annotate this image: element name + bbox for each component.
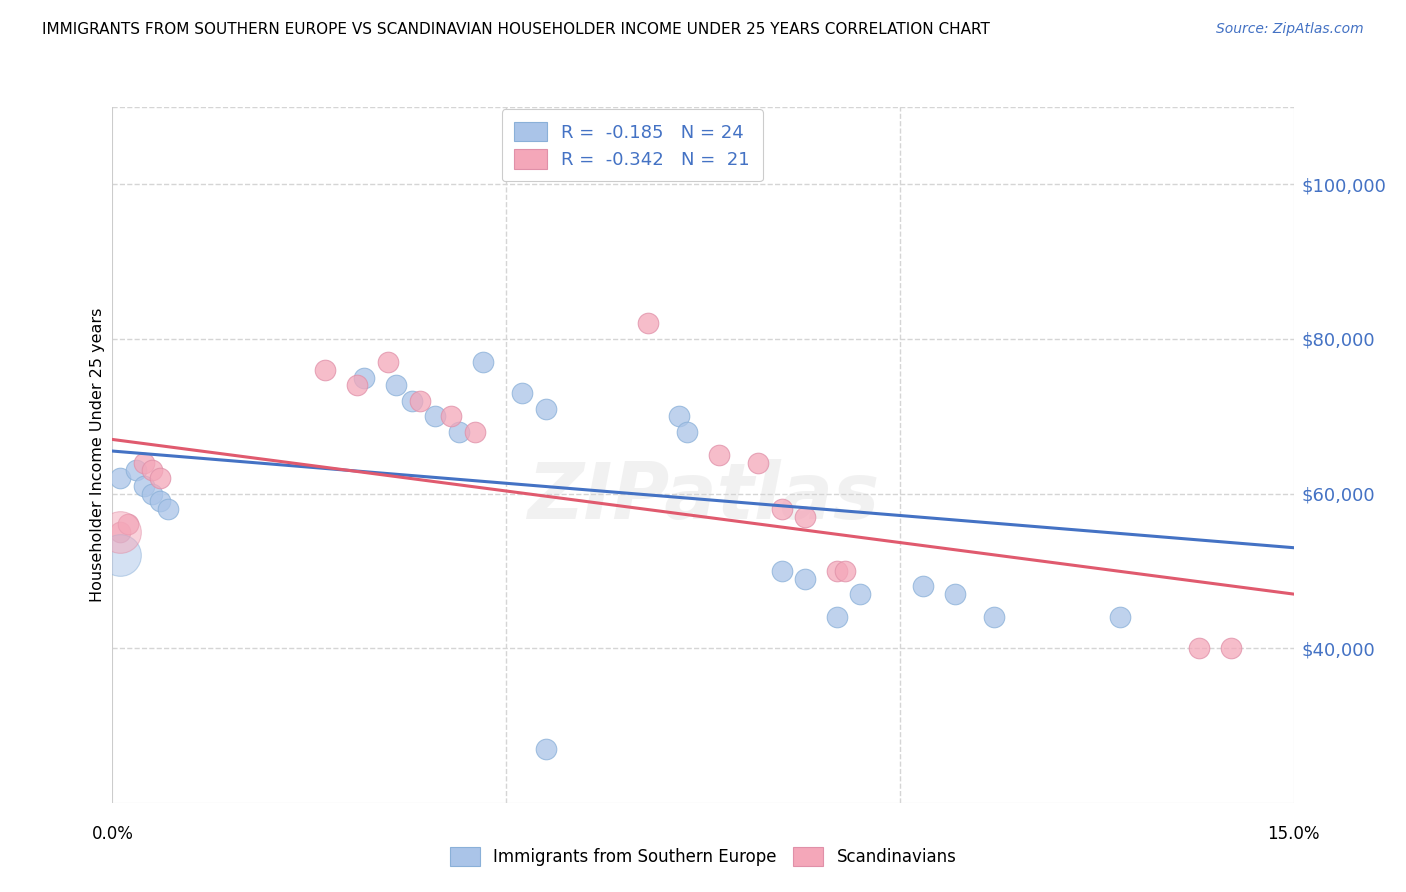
- Point: [834, 564, 856, 578]
- Point: [794, 509, 817, 524]
- Point: [983, 610, 1005, 624]
- Point: [825, 610, 848, 624]
- Point: [770, 564, 793, 578]
- Point: [534, 741, 557, 756]
- Text: IMMIGRANTS FROM SOUTHERN EUROPE VS SCANDINAVIAN HOUSEHOLDER INCOME UNDER 25 YEAR: IMMIGRANTS FROM SOUTHERN EUROPE VS SCAND…: [42, 22, 990, 37]
- Point: [1219, 641, 1241, 656]
- Text: Source: ZipAtlas.com: Source: ZipAtlas.com: [1216, 22, 1364, 37]
- Point: [314, 363, 336, 377]
- Point: [770, 502, 793, 516]
- Point: [141, 463, 163, 477]
- Point: [156, 502, 179, 516]
- Point: [110, 549, 132, 563]
- Point: [408, 393, 430, 408]
- Point: [132, 479, 155, 493]
- Point: [637, 317, 659, 331]
- Point: [425, 409, 447, 424]
- Text: Householder Income Under 25 years: Householder Income Under 25 years: [90, 308, 104, 602]
- Point: [149, 494, 172, 508]
- Point: [141, 486, 163, 500]
- Point: [849, 587, 872, 601]
- Point: [110, 525, 132, 540]
- Point: [1188, 641, 1211, 656]
- Point: [825, 564, 848, 578]
- Point: [471, 355, 494, 369]
- Point: [794, 572, 817, 586]
- Point: [110, 525, 132, 540]
- Legend: Immigrants from Southern Europe, Scandinavians: Immigrants from Southern Europe, Scandin…: [441, 839, 965, 874]
- Text: ZIPatlas: ZIPatlas: [527, 458, 879, 534]
- Text: 15.0%: 15.0%: [1267, 825, 1320, 843]
- Point: [346, 378, 368, 392]
- Point: [377, 355, 399, 369]
- Point: [385, 378, 408, 392]
- Point: [401, 393, 423, 408]
- Point: [510, 386, 533, 401]
- Point: [668, 409, 690, 424]
- Point: [534, 401, 557, 416]
- Point: [1109, 610, 1132, 624]
- Point: [447, 425, 470, 439]
- Point: [676, 425, 699, 439]
- Point: [125, 463, 148, 477]
- Point: [440, 409, 463, 424]
- Point: [747, 456, 769, 470]
- Point: [149, 471, 172, 485]
- Text: 0.0%: 0.0%: [91, 825, 134, 843]
- Point: [912, 579, 935, 593]
- Point: [943, 587, 966, 601]
- Point: [132, 456, 155, 470]
- Point: [707, 448, 730, 462]
- Point: [117, 517, 139, 532]
- Point: [353, 370, 375, 384]
- Point: [110, 471, 132, 485]
- Point: [464, 425, 486, 439]
